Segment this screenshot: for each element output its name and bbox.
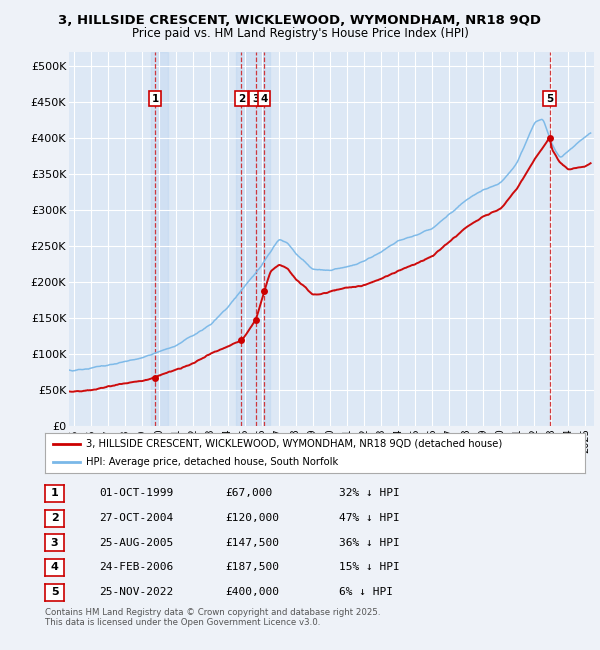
Text: £187,500: £187,500 [225, 562, 279, 573]
Text: Contains HM Land Registry data © Crown copyright and database right 2025.
This d: Contains HM Land Registry data © Crown c… [45, 608, 380, 627]
Text: 2: 2 [238, 94, 245, 104]
Bar [151, 52, 168, 426]
Text: 25-AUG-2005: 25-AUG-2005 [99, 538, 173, 548]
Text: 2: 2 [51, 513, 58, 523]
Text: 01-OCT-1999: 01-OCT-1999 [99, 488, 173, 499]
Text: £67,000: £67,000 [225, 488, 272, 499]
Text: 36% ↓ HPI: 36% ↓ HPI [339, 538, 400, 548]
Text: 3: 3 [51, 538, 58, 548]
Bar [236, 52, 270, 426]
Text: 3: 3 [252, 94, 259, 104]
Text: Price paid vs. HM Land Registry's House Price Index (HPI): Price paid vs. HM Land Registry's House … [131, 27, 469, 40]
Text: 5: 5 [51, 587, 58, 597]
Text: 1: 1 [51, 488, 58, 499]
Text: £120,000: £120,000 [225, 513, 279, 523]
Text: 15% ↓ HPI: 15% ↓ HPI [339, 562, 400, 573]
Text: 3, HILLSIDE CRESCENT, WICKLEWOOD, WYMONDHAM, NR18 9QD: 3, HILLSIDE CRESCENT, WICKLEWOOD, WYMOND… [59, 14, 542, 27]
Text: 6% ↓ HPI: 6% ↓ HPI [339, 587, 393, 597]
Text: 27-OCT-2004: 27-OCT-2004 [99, 513, 173, 523]
Text: 25-NOV-2022: 25-NOV-2022 [99, 587, 173, 597]
Text: 4: 4 [260, 94, 268, 104]
Text: HPI: Average price, detached house, South Norfolk: HPI: Average price, detached house, Sout… [86, 458, 338, 467]
Text: 32% ↓ HPI: 32% ↓ HPI [339, 488, 400, 499]
Text: £147,500: £147,500 [225, 538, 279, 548]
Text: £400,000: £400,000 [225, 587, 279, 597]
Text: 5: 5 [546, 94, 553, 104]
Text: 47% ↓ HPI: 47% ↓ HPI [339, 513, 400, 523]
Text: 4: 4 [50, 562, 59, 573]
Text: 3, HILLSIDE CRESCENT, WICKLEWOOD, WYMONDHAM, NR18 9QD (detached house): 3, HILLSIDE CRESCENT, WICKLEWOOD, WYMOND… [86, 439, 502, 448]
Text: 24-FEB-2006: 24-FEB-2006 [99, 562, 173, 573]
Text: 1: 1 [151, 94, 159, 104]
